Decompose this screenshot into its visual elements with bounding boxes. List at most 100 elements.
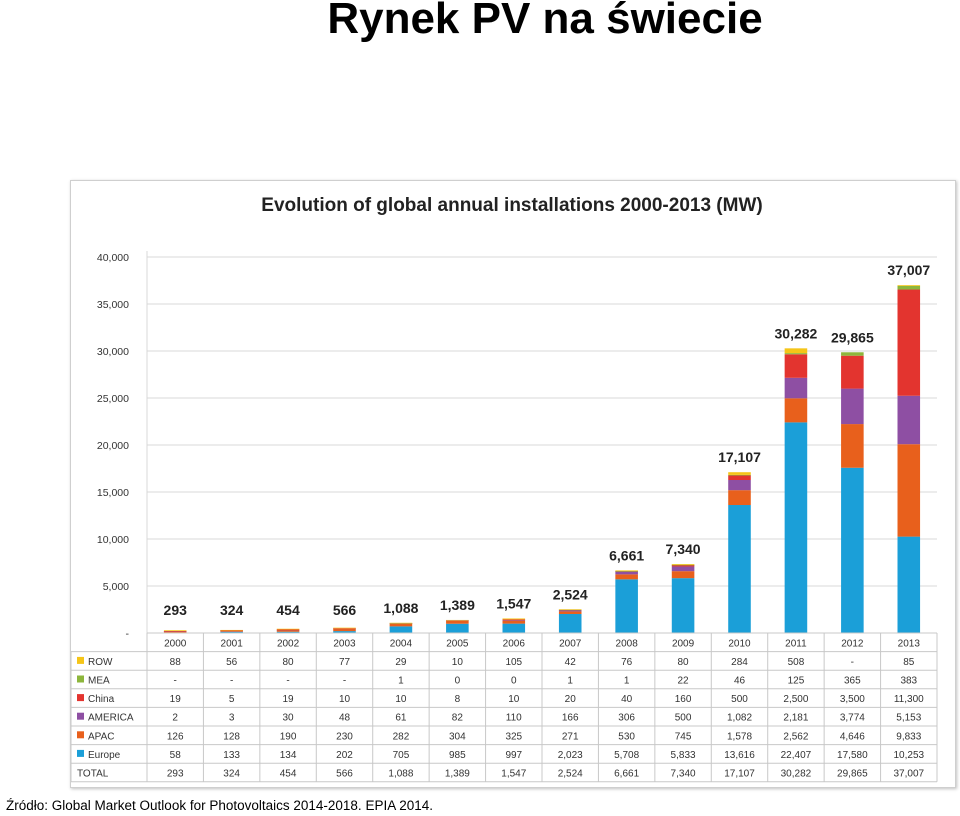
table-cell-apac: 304 <box>449 731 466 742</box>
bar-segment-mea-2010 <box>728 474 751 476</box>
table-cell-mea: 22 <box>678 676 690 687</box>
table-cell-row: 77 <box>339 657 351 668</box>
table-cell-apac: 1,578 <box>727 731 752 742</box>
bar-segment-row-2002 <box>276 628 300 630</box>
table-cell-europe: 13,616 <box>724 750 755 761</box>
legend-label-china: China <box>88 694 115 705</box>
bar-segment-apac-2001 <box>220 630 243 632</box>
table-cell-europe: 5,708 <box>614 750 639 761</box>
chart: Evolution of global annual installations… <box>70 195 938 783</box>
bar-segment-europe-2005 <box>446 623 469 633</box>
bar-segment-europe-2009 <box>671 578 695 633</box>
legend-swatch-america <box>77 712 84 720</box>
legend-label-america: AMERICA <box>88 713 134 724</box>
table-cell-china: 40 <box>621 694 633 705</box>
bar-segment-america-2011 <box>784 377 808 399</box>
table-cell-europe: 997 <box>505 750 522 761</box>
table-cell-total: 324 <box>223 769 240 780</box>
bar-segment-mea-2011 <box>784 353 808 355</box>
table-cell-america: 3,774 <box>840 713 865 724</box>
bar-segment-apac-2004 <box>389 623 413 627</box>
table-cell-mea: - <box>230 676 233 687</box>
bar-segment-america-2010 <box>728 480 751 491</box>
table-cell-america: 48 <box>339 713 351 724</box>
x-tick-label-2002: 2002 <box>277 638 300 649</box>
table-cell-america: 110 <box>506 713 522 724</box>
table-cell-europe: 17,580 <box>837 750 868 761</box>
total-label-2010: 17,107 <box>718 449 761 465</box>
table-cell-apac: 128 <box>223 731 240 742</box>
bar-segment-europe-2012 <box>841 467 864 633</box>
table-cell-mea: 1 <box>624 676 630 687</box>
bar-segment-europe-2011 <box>784 422 808 633</box>
bar-segment-row-2001 <box>220 629 243 631</box>
table-cell-total: 6,661 <box>614 769 639 780</box>
data-table: 2000 2001 2002 2003 2004 2005 2006 2007 2008 2009… <box>70 632 938 783</box>
bars <box>163 285 921 634</box>
bar-segment-apac-2006 <box>502 620 526 624</box>
table-cell-europe: 134 <box>280 750 297 761</box>
bar-segment-europe-2002 <box>276 631 300 633</box>
table-cell-apac: 2,562 <box>783 731 808 742</box>
bar-segment-china-2012 <box>841 355 864 389</box>
table-cell-europe: 58 <box>170 750 182 761</box>
legend-label-europe: Europe <box>88 750 121 761</box>
table-cell-america: 1,082 <box>727 713 752 724</box>
y-tick-label: 30,000 <box>97 346 129 358</box>
bar-segment-row-2011 <box>784 348 808 354</box>
table-cell-america: 3 <box>229 713 235 724</box>
table-cell-china: 160 <box>675 694 692 705</box>
total-label-2012: 29,865 <box>831 329 874 345</box>
total-label-2001: 324 <box>220 602 244 618</box>
table-cell-apac: 190 <box>280 731 297 742</box>
legend-label-apac: APAC <box>88 731 115 742</box>
x-tick-label-2009: 2009 <box>672 638 695 649</box>
bar-segment-row-2009 <box>671 564 695 565</box>
table-cell-total: 1,088 <box>388 769 413 780</box>
bar-segment-america-2012 <box>841 388 864 425</box>
bar-segment-mea-2008 <box>615 571 638 572</box>
table-cell-america: 5,153 <box>896 713 921 724</box>
total-label-2013: 37,007 <box>887 262 930 278</box>
table-cell-china: 10 <box>339 694 351 705</box>
y-tick-label: 10,000 <box>97 534 129 546</box>
y-axis-ticks: - 5,000 10,000 15,000 20,000 25,000 30,000 35,0… <box>97 252 130 640</box>
table-cell-mea: 0 <box>511 676 517 687</box>
table-cell-america: 2,181 <box>783 713 808 724</box>
table-cell-america: 166 <box>562 713 579 724</box>
bar-segment-row-2013 <box>897 285 921 286</box>
x-tick-label-2011: 2011 <box>785 638 807 649</box>
total-labels: 293 324 454 566 1,088 1,389 1,547 2,524 6,661 7,3… <box>164 262 931 618</box>
table-cell-row: 85 <box>903 657 915 668</box>
table-cell-europe: 133 <box>223 750 240 761</box>
x-tick-label-2010: 2010 <box>728 638 751 649</box>
table-cell-china: 19 <box>283 694 295 705</box>
bar-segment-apac-2011 <box>784 398 808 423</box>
table-cell-america: 61 <box>395 713 407 724</box>
bar-segment-europe-2010 <box>728 505 751 633</box>
x-tick-label-2008: 2008 <box>616 638 639 649</box>
total-label-2011: 30,282 <box>775 325 818 341</box>
legend-swatch-apac <box>77 731 84 739</box>
table-cell-total: 454 <box>280 769 297 780</box>
table-cell-total: 2,524 <box>558 769 583 780</box>
table-cell-total: 7,340 <box>671 769 696 780</box>
chart-title: Evolution of global annual installations… <box>261 195 762 216</box>
bar-segment-china-2000 <box>163 631 187 632</box>
x-tick-label-2000: 2000 <box>164 638 187 649</box>
legend-swatch-europe <box>77 749 84 757</box>
table-cell-row: 76 <box>621 657 633 668</box>
table-cell-america: 2 <box>172 713 178 724</box>
table-cell-america: 82 <box>452 713 464 724</box>
table-cell-row: 105 <box>505 657 522 668</box>
y-tick-label: 5,000 <box>103 581 129 593</box>
table-cell-america: 306 <box>618 713 635 724</box>
table-cell-china: 500 <box>731 694 748 705</box>
table-cell-apac: 271 <box>562 731 579 742</box>
bar-segment-europe-2006 <box>502 623 526 633</box>
table-cell-total: 1,547 <box>501 769 526 780</box>
bar-segment-china-2001 <box>220 630 243 632</box>
bar-segment-europe-2013 <box>897 536 921 633</box>
x-tick-label-2006: 2006 <box>503 638 526 649</box>
table-cell-europe: 2,023 <box>558 750 583 761</box>
